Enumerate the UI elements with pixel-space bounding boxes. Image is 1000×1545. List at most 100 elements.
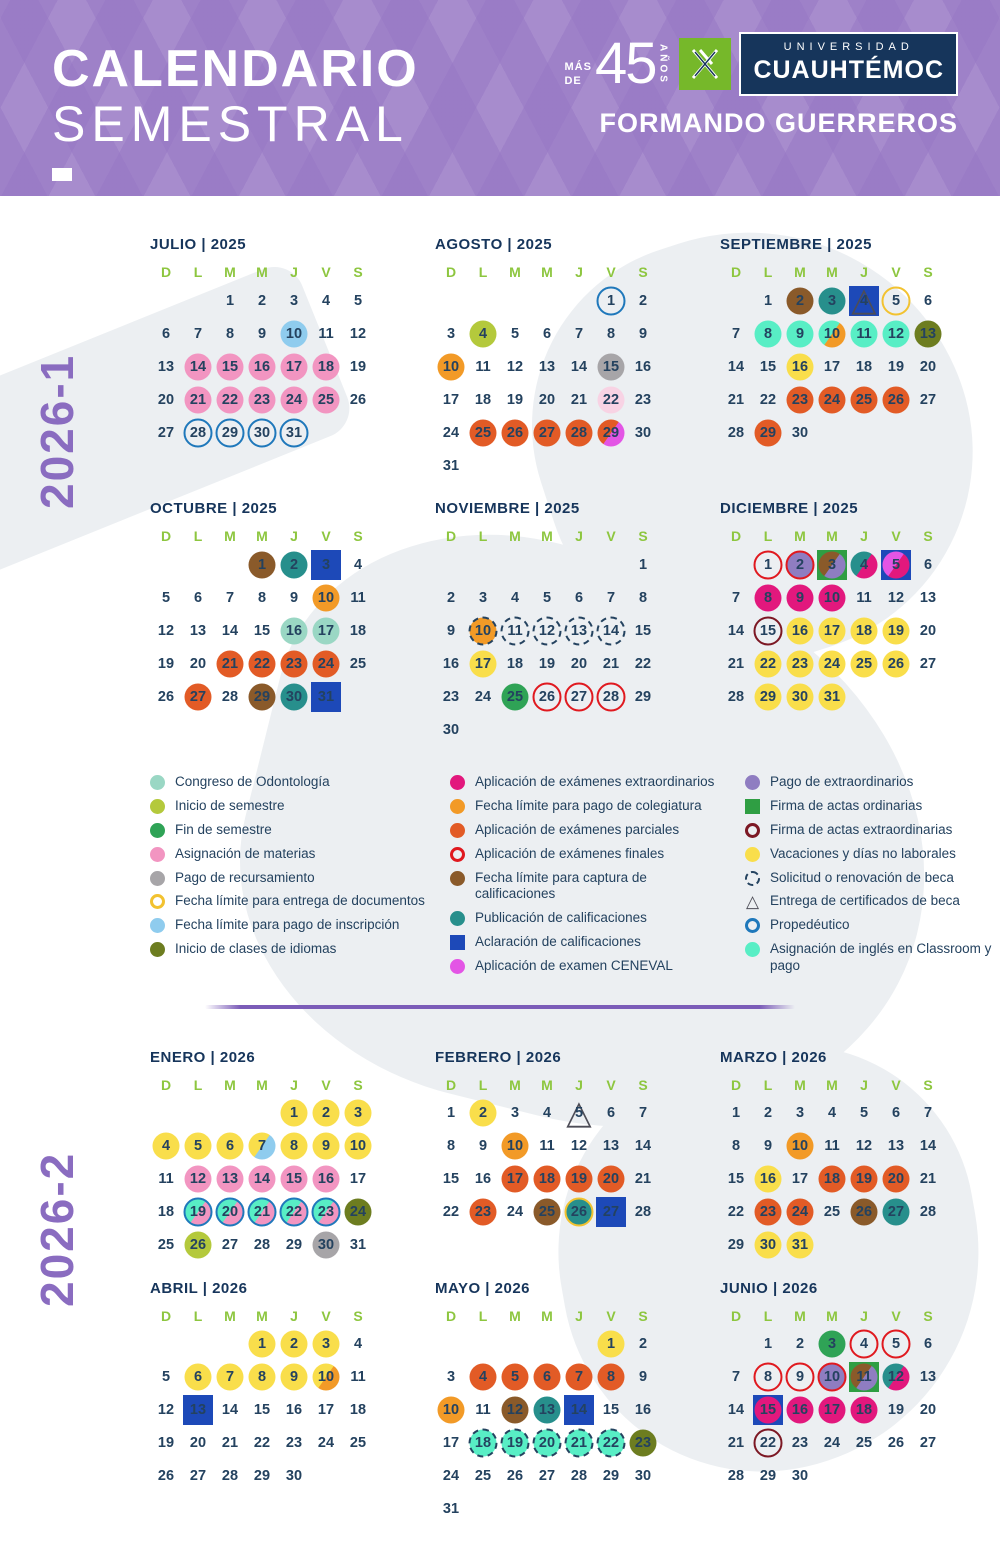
legend-swatch-fill-icon xyxy=(150,918,165,934)
day-number: 23 xyxy=(442,688,460,705)
day-cell-20: 20 xyxy=(912,614,944,647)
day-cell-8: 8 xyxy=(752,1361,784,1394)
day-cell-1: 1 xyxy=(720,1097,752,1130)
event-circle-marker xyxy=(754,683,782,710)
day-cell-21: 21 xyxy=(563,1427,595,1460)
day-cell-20: 20 xyxy=(912,1394,944,1427)
day-number: 8 xyxy=(225,325,235,342)
calendar-week-row: 18 19 20 21 22 23 24 xyxy=(150,1196,378,1229)
day-number: 22 xyxy=(634,655,652,672)
day-number: 26 xyxy=(887,391,905,408)
weekday-header: M xyxy=(224,264,236,280)
event-circle-marker xyxy=(437,1396,465,1424)
weekday-header: M xyxy=(256,528,268,544)
event-ring-marker xyxy=(881,286,911,315)
day-number: 20 xyxy=(538,1435,556,1452)
legend-label: Asignación de inglés en Classroom y pago xyxy=(770,941,992,973)
event-circle-marker xyxy=(312,386,340,413)
day-cell-19: 19 xyxy=(563,1163,595,1196)
calendar-week-row: 19 20 21 22 23 24 25 xyxy=(150,647,378,680)
day-cell-11: 11 xyxy=(467,1394,499,1427)
weekday-header: M xyxy=(826,1307,838,1324)
weekday-header: L xyxy=(193,1076,203,1093)
day-number: 23 xyxy=(285,655,303,672)
day-number: 30 xyxy=(791,1468,809,1485)
day-number: 14 xyxy=(919,1138,937,1155)
day-number: 23 xyxy=(791,1435,809,1452)
event-ring-marker xyxy=(215,1197,245,1227)
day-number: 17 xyxy=(442,1435,460,1452)
day-cell-19: 19 xyxy=(499,383,531,416)
day-cell-6: 6 xyxy=(912,1328,944,1361)
day-cell-18: 18 xyxy=(848,350,880,383)
weekday-header: L xyxy=(478,528,488,544)
day-number: 17 xyxy=(823,622,841,639)
event-circle-marker xyxy=(597,1165,625,1193)
day-cell-11: 11 xyxy=(848,1361,880,1394)
legend-item-examenes_parciales: Aplicación de exámenes parciales xyxy=(450,822,745,839)
day-cell-13: 13 xyxy=(531,350,563,383)
day-number: 18 xyxy=(157,1204,175,1221)
day-cell-4: 4 xyxy=(531,1097,563,1130)
day-number: 16 xyxy=(442,655,460,672)
day-cell-27: 27 xyxy=(182,680,214,713)
day-number: 20 xyxy=(919,622,937,639)
day-number: 27 xyxy=(538,1468,556,1485)
calendar-week-row: 4 5 6 7 8 9 10 xyxy=(150,1130,378,1163)
event-circle-marker xyxy=(280,353,308,380)
calendar-week-row: 31 xyxy=(435,1493,663,1526)
day-number: 13 xyxy=(538,358,556,375)
day-cell-10: 10 xyxy=(499,1130,531,1163)
day-number: 2 xyxy=(638,1336,648,1353)
legend-swatch-ring-icon xyxy=(745,822,760,838)
day-number: 29 xyxy=(253,1468,271,1485)
day-cell-22: 22 xyxy=(246,1427,278,1460)
event-split-circle-marker xyxy=(818,551,846,578)
day-number: 3 xyxy=(446,1369,456,1386)
calendar-week-row: 13 14 15 16 17 18 19 xyxy=(150,350,378,383)
weekday-header: L xyxy=(193,1307,203,1324)
calendar-week-row: 1 2 3 4 5 6 xyxy=(720,1328,948,1361)
day-cell-28: 28 xyxy=(214,1460,246,1493)
event-circle-marker xyxy=(437,353,465,380)
event-circle-marker xyxy=(754,419,782,446)
calendar-week-row: 31 xyxy=(435,449,663,482)
day-cell-4: 4 xyxy=(848,548,880,581)
day-number: 4 xyxy=(510,589,520,606)
day-cell-7: 7 xyxy=(720,581,752,614)
day-cell-24: 24 xyxy=(342,1196,374,1229)
day-cell-5: 5 xyxy=(182,1130,214,1163)
day-number: 15 xyxy=(759,1402,777,1419)
event-circle-marker xyxy=(882,650,910,677)
day-number: 27 xyxy=(887,1204,905,1221)
calendar-week-row: 26 27 28 29 30 31 xyxy=(150,680,378,713)
day-number: 8 xyxy=(638,589,648,606)
calendar-week-row: 17 18 19 20 21 22 23 xyxy=(435,1427,663,1460)
day-number: 1 xyxy=(257,556,267,573)
event-circle-marker xyxy=(184,1231,212,1259)
day-number: 31 xyxy=(317,688,335,705)
day-number: 12 xyxy=(887,325,905,342)
day-cell-8: 8 xyxy=(627,581,659,614)
day-number: 31 xyxy=(823,688,841,705)
event-circle-marker xyxy=(818,386,846,413)
event-circle-marker xyxy=(248,353,276,380)
day-cell-3: 3 xyxy=(784,1097,816,1130)
day-number: 28 xyxy=(221,688,239,705)
day-cell-26: 26 xyxy=(499,416,531,449)
day-cell-8: 8 xyxy=(246,1361,278,1394)
day-number: 22 xyxy=(221,391,239,408)
day-cell-24: 24 xyxy=(816,647,848,680)
day-number: 27 xyxy=(221,1237,239,1254)
day-cell-3: 3 xyxy=(342,1097,374,1130)
legend-item-propedeutico: Propedéutico xyxy=(745,917,1000,934)
day-cell-10: 10 xyxy=(816,581,848,614)
day-number: 11 xyxy=(856,325,872,342)
event-circle-marker xyxy=(501,419,529,446)
day-number: 18 xyxy=(349,622,367,639)
event-circle-marker xyxy=(312,1330,340,1358)
day-cell-3: 3 xyxy=(499,1097,531,1130)
event-circle-marker xyxy=(754,1231,782,1259)
day-cell-17: 17 xyxy=(816,614,848,647)
day-cell-27: 27 xyxy=(182,1460,214,1493)
